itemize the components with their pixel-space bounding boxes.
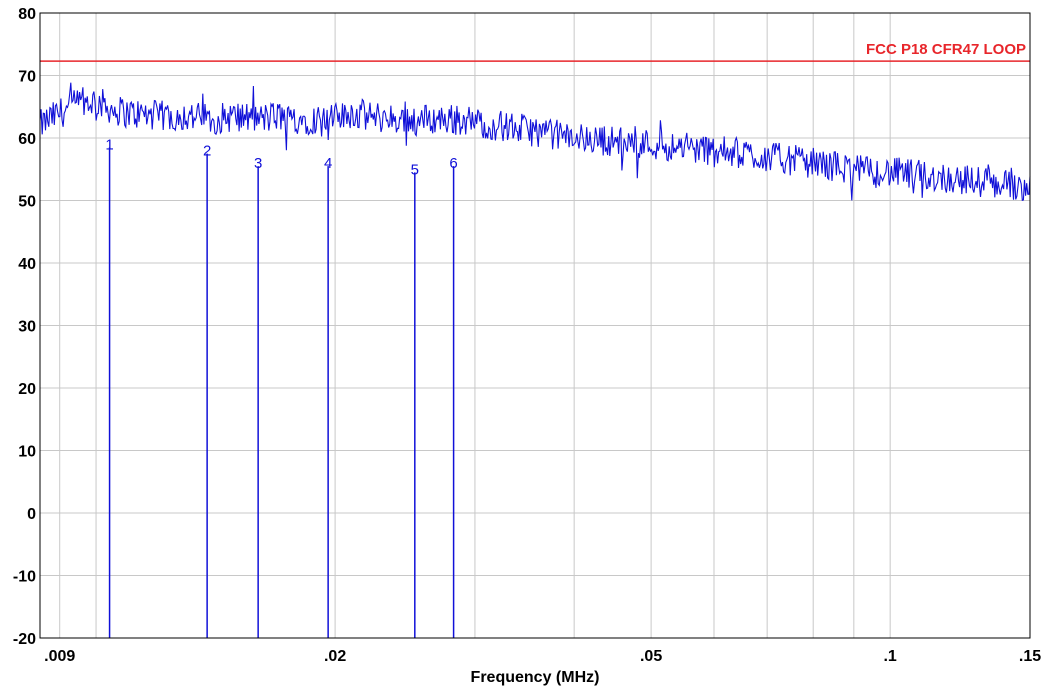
y-tick-label: 50 [18, 194, 36, 211]
y-tick-label: 30 [18, 319, 36, 336]
x-tick-label: .009 [44, 648, 75, 665]
x-tick-label: .05 [640, 648, 662, 665]
x-axis-ticks: .009 .02 .05 .1 .15 [44, 648, 1041, 665]
measurement-trace [39, 82, 1031, 202]
y-tick-label: 80 [18, 6, 36, 23]
marker-label-3: 3 [254, 155, 262, 172]
y-axis-ticks: 80 70 60 50 40 30 20 10 0 -10 -20 [13, 6, 36, 648]
x-tick-label: .02 [324, 648, 346, 665]
x-tick-label: .1 [883, 648, 896, 665]
y-tick-label: 70 [18, 69, 36, 86]
marker-label-6: 6 [449, 155, 457, 172]
y-tick-label: 10 [18, 444, 36, 461]
x-axis-label: Frequency (MHz) [471, 669, 600, 686]
y-tick-label: -20 [13, 631, 36, 648]
marker-label-2: 2 [203, 143, 211, 160]
marker-label-5: 5 [411, 161, 419, 178]
y-tick-label: 20 [18, 381, 36, 398]
plot-frame [39, 12, 1031, 639]
y-tick-label: 40 [18, 256, 36, 273]
limit-line-group: FCC P18 CFR47 LOOP [40, 41, 1030, 62]
trace-group [39, 82, 1031, 202]
marker-label-1: 1 [105, 136, 113, 153]
markers-group: 1 2 3 4 5 6 [105, 136, 458, 638]
y-tick-label: 60 [18, 131, 36, 148]
y-tick-label: -10 [13, 569, 36, 586]
limit-line-label: FCC P18 CFR47 LOOP [866, 41, 1026, 58]
y-tick-label: 0 [27, 506, 36, 523]
marker-label-4: 4 [324, 155, 332, 172]
x-tick-label: .15 [1019, 648, 1041, 665]
